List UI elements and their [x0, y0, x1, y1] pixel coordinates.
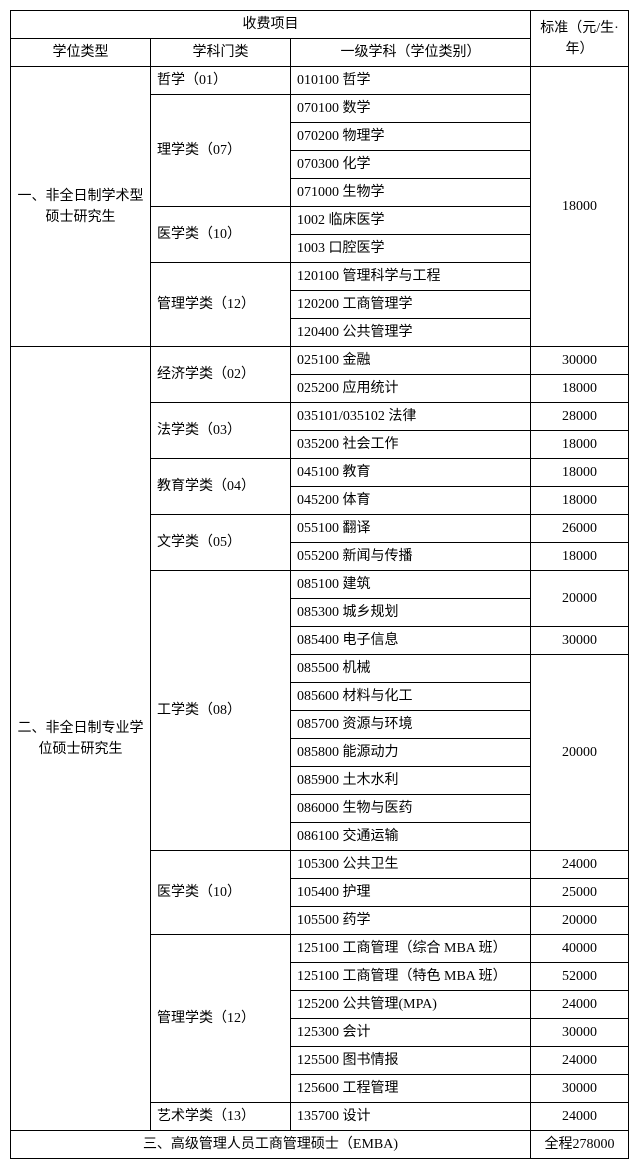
fee-125200: 24000: [531, 991, 629, 1019]
d-1003: 1003 口腔医学: [291, 235, 531, 263]
fee-125600: 30000: [531, 1075, 629, 1103]
section2-title: 二、非全日制专业学位硕士研究生: [11, 347, 151, 1131]
header-first-discipline: 一级学科（学位类别）: [291, 39, 531, 67]
cat-philosophy: 哲学（01）: [151, 67, 291, 95]
cat-economics: 经济学类（02）: [151, 347, 291, 403]
d-035200: 035200 社会工作: [291, 431, 531, 459]
cat-management-s2: 管理学类（12）: [151, 935, 291, 1103]
d-120400: 120400 公共管理学: [291, 319, 531, 347]
fee-125300: 30000: [531, 1019, 629, 1047]
d-125300: 125300 会计: [291, 1019, 531, 1047]
d-085100: 085100 建筑: [291, 571, 531, 599]
d-125600: 125600 工程管理: [291, 1075, 531, 1103]
cat-education: 教育学类（04）: [151, 459, 291, 515]
header-degree-type: 学位类型: [11, 39, 151, 67]
cat-management-s1: 管理学类（12）: [151, 263, 291, 347]
fee-025100: 30000: [531, 347, 629, 375]
d-085900: 085900 土木水利: [291, 767, 531, 795]
fee-table: 收费项目 标准（元/生·年） 学位类型 学科门类 一级学科（学位类别） 一、非全…: [10, 10, 629, 1159]
fee-105400: 25000: [531, 879, 629, 907]
d-070100: 070100 数学: [291, 95, 531, 123]
fee-035101: 28000: [531, 403, 629, 431]
section1-title: 一、非全日制学术型硕士研究生: [11, 67, 151, 347]
fee-0851-0853: 20000: [531, 571, 629, 627]
d-125100b: 125100 工商管理（特色 MBA 班）: [291, 963, 531, 991]
fee-125100b: 52000: [531, 963, 629, 991]
d-070200: 070200 物理学: [291, 123, 531, 151]
cat-engineering: 工学类（08）: [151, 571, 291, 851]
fee-105500: 20000: [531, 907, 629, 935]
d-135700: 135700 设计: [291, 1103, 531, 1131]
cat-law: 法学类（03）: [151, 403, 291, 459]
d-055100: 055100 翻译: [291, 515, 531, 543]
fee-125100a: 40000: [531, 935, 629, 963]
d-120100: 120100 管理科学与工程: [291, 263, 531, 291]
d-085700: 085700 资源与环境: [291, 711, 531, 739]
d-086100: 086100 交通运输: [291, 823, 531, 851]
fee-055100: 26000: [531, 515, 629, 543]
d-105500: 105500 药学: [291, 907, 531, 935]
d-035101: 035101/035102 法律: [291, 403, 531, 431]
d-010100: 010100 哲学: [291, 67, 531, 95]
header-subject-category: 学科门类: [151, 39, 291, 67]
d-125500: 125500 图书情报: [291, 1047, 531, 1075]
cat-science: 理学类（07）: [151, 95, 291, 207]
section3-title: 三、高级管理人员工商管理硕士（EMBA): [11, 1131, 531, 1159]
d-1002: 1002 临床医学: [291, 207, 531, 235]
d-085300: 085300 城乡规划: [291, 599, 531, 627]
header-fee-item: 收费项目: [11, 11, 531, 39]
d-085500: 085500 机械: [291, 655, 531, 683]
d-045200: 045200 体育: [291, 487, 531, 515]
cat-medicine-s2: 医学类（10）: [151, 851, 291, 935]
cat-art: 艺术学类（13）: [151, 1103, 291, 1131]
fee-025200: 18000: [531, 375, 629, 403]
header-standard: 标准（元/生·年）: [531, 11, 629, 67]
fee-085400: 30000: [531, 627, 629, 655]
section3-fee: 全程278000: [531, 1131, 629, 1159]
fee-045200: 18000: [531, 487, 629, 515]
d-071000: 071000 生物学: [291, 179, 531, 207]
d-086000: 086000 生物与医药: [291, 795, 531, 823]
d-070300: 070300 化学: [291, 151, 531, 179]
d-105400: 105400 护理: [291, 879, 531, 907]
d-085600: 085600 材料与化工: [291, 683, 531, 711]
d-105300: 105300 公共卫生: [291, 851, 531, 879]
d-085800: 085800 能源动力: [291, 739, 531, 767]
d-120200: 120200 工商管理学: [291, 291, 531, 319]
fee-eng-block: 20000: [531, 655, 629, 851]
cat-medicine-s1: 医学类（10）: [151, 207, 291, 263]
fee-055200: 18000: [531, 543, 629, 571]
d-025100: 025100 金融: [291, 347, 531, 375]
fee-105300: 24000: [531, 851, 629, 879]
d-045100: 045100 教育: [291, 459, 531, 487]
section1-fee: 18000: [531, 67, 629, 347]
fee-125500: 24000: [531, 1047, 629, 1075]
cat-literature: 文学类（05）: [151, 515, 291, 571]
fee-135700: 24000: [531, 1103, 629, 1131]
d-085400: 085400 电子信息: [291, 627, 531, 655]
d-025200: 025200 应用统计: [291, 375, 531, 403]
fee-045100: 18000: [531, 459, 629, 487]
fee-035200: 18000: [531, 431, 629, 459]
d-125100a: 125100 工商管理（综合 MBA 班）: [291, 935, 531, 963]
d-055200: 055200 新闻与传播: [291, 543, 531, 571]
d-125200: 125200 公共管理(MPA): [291, 991, 531, 1019]
